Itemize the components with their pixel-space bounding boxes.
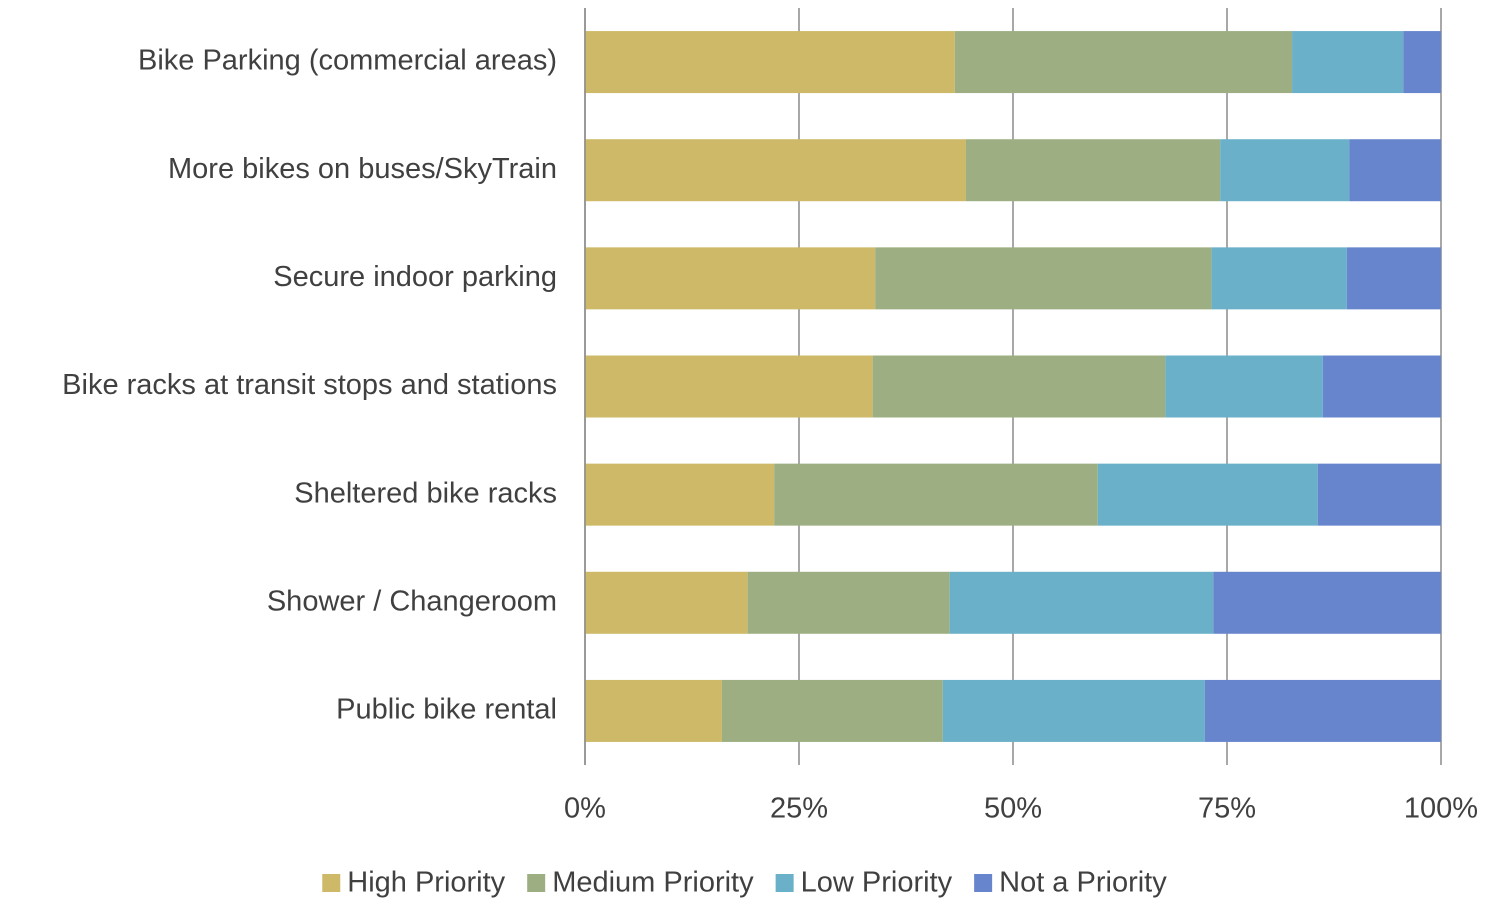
bar-segment [1317, 463, 1441, 526]
bar-segment [1349, 139, 1441, 202]
bar-segment [1204, 679, 1441, 742]
bar-segment [585, 247, 876, 310]
bar-segment [872, 355, 1166, 418]
bar-segment [585, 571, 748, 634]
x-tick-label: 100% [1404, 793, 1478, 825]
y-tick-label: Secure indoor parking [273, 261, 557, 293]
y-tick-label: More bikes on buses/SkyTrain [168, 153, 557, 185]
bar-segment [1322, 355, 1441, 418]
legend-label: High Priority [347, 867, 505, 899]
bar-segment [585, 679, 722, 742]
bar-segment [747, 571, 950, 634]
legend-swatch [527, 874, 546, 892]
legend-label: Low Priority [801, 867, 953, 899]
y-tick-label: Sheltered bike racks [294, 477, 557, 509]
legend-label: Not a Priority [999, 867, 1167, 899]
bar-segment [875, 247, 1212, 310]
bar-segment [1346, 247, 1441, 310]
bar-segment [1165, 355, 1323, 418]
x-tick-label: 75% [1198, 793, 1256, 825]
x-tick-label: 50% [984, 793, 1042, 825]
legend-swatch [322, 874, 341, 892]
y-tick-label: Bike Parking (commercial areas) [138, 45, 557, 77]
legend-label: Medium Priority [552, 867, 754, 899]
bar-segment [721, 679, 943, 742]
legend-swatch [775, 874, 794, 892]
y-tick-label: Bike racks at transit stops and stations [62, 369, 557, 401]
bar-segment [1220, 139, 1350, 202]
bar-segment [774, 463, 1098, 526]
bar-segment [1211, 247, 1347, 310]
bar-segment [954, 31, 1293, 94]
bar-segment [942, 679, 1205, 742]
bar-segment [965, 139, 1221, 202]
bar-segment [1213, 571, 1441, 634]
bar-segment [1403, 31, 1441, 94]
bar-segment [949, 571, 1214, 634]
x-tick-label: 0% [564, 793, 606, 825]
bar-segment [585, 139, 966, 202]
bar-segment [585, 463, 775, 526]
bar-segment [585, 355, 873, 418]
legend-swatch [974, 874, 993, 892]
bar-segment [585, 31, 955, 94]
y-tick-label: Public bike rental [336, 694, 557, 726]
bar-segment [1292, 31, 1404, 94]
bar-segment [1097, 463, 1318, 526]
x-tick-label: 25% [770, 793, 828, 825]
y-tick-label: Shower / Changeroom [267, 585, 557, 617]
